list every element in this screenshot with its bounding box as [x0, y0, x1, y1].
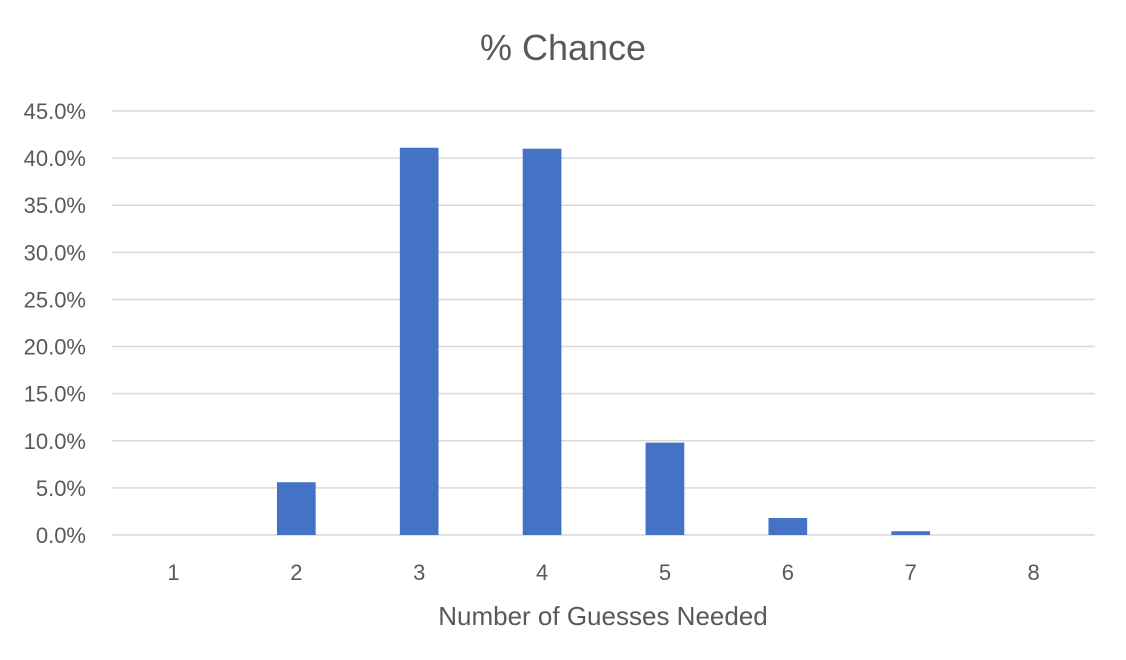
bar-3	[399, 147, 439, 535]
y-tick-label: 35.0%	[24, 193, 86, 218]
x-tick-label: 4	[536, 560, 548, 585]
y-tick-label: 20.0%	[24, 335, 86, 360]
y-tick-label: 40.0%	[24, 146, 86, 171]
x-tick-label: 8	[1027, 560, 1039, 585]
x-tick-label: 2	[290, 560, 302, 585]
y-tick-label: 45.0%	[24, 99, 86, 124]
chart-title: % Chance	[480, 27, 646, 68]
y-tick-label: 30.0%	[24, 240, 86, 265]
y-axis-ticks: 0.0% 5.0% 10.0% 15.0% 20.0% 25.0% 30.0% 35.0% 40…	[24, 99, 86, 548]
x-axis-ticks: 1 2 3 4 5 6 7 8	[167, 560, 1039, 585]
x-tick-label: 7	[905, 560, 917, 585]
x-tick-label: 6	[782, 560, 794, 585]
y-tick-label: 25.0%	[24, 287, 86, 312]
bar-7	[891, 531, 931, 535]
x-axis-label: Number of Guesses Needed	[438, 601, 768, 631]
x-tick-label: 3	[413, 560, 425, 585]
y-tick-label: 0.0%	[36, 523, 86, 548]
bar-2	[276, 482, 316, 535]
gridlines	[112, 110, 1095, 536]
y-tick-label: 15.0%	[24, 382, 86, 407]
bar-5	[645, 442, 685, 535]
x-tick-label: 5	[659, 560, 671, 585]
y-tick-label: 5.0%	[36, 476, 86, 501]
bar-4	[522, 148, 562, 535]
bar-6	[768, 518, 808, 535]
bars	[276, 147, 931, 535]
y-tick-label: 10.0%	[24, 429, 86, 454]
x-tick-label: 1	[167, 560, 179, 585]
